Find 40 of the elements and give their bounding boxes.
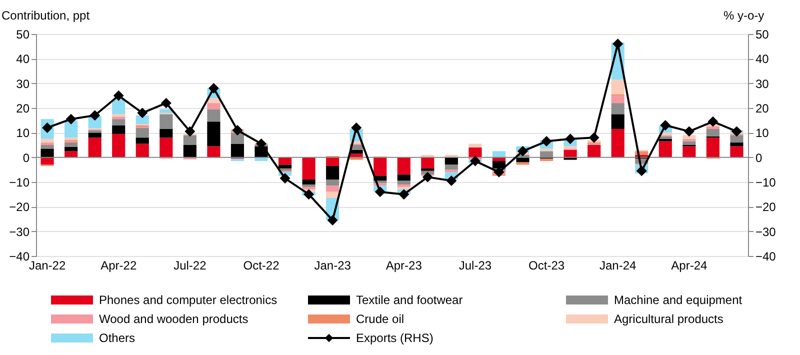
x-tick-label: Jul-22 xyxy=(174,258,207,272)
y2-tick-label: 10 xyxy=(756,126,770,140)
legend-label: Machine and equipment xyxy=(614,293,743,307)
y2-axis-title: % y-o-y xyxy=(724,8,764,22)
y-tick-label: 20 xyxy=(16,102,30,116)
legend-label: Phones and computer electronics xyxy=(99,293,278,307)
y-tick-label: 0 xyxy=(22,150,30,165)
x-tick-label: Oct-23 xyxy=(528,258,565,272)
y-tick-label: 10 xyxy=(16,126,30,140)
x-tick-label: Jul-23 xyxy=(458,258,492,272)
y-tick-label: 40 xyxy=(16,52,30,66)
y2-tick-label: 50 xyxy=(756,28,770,42)
y2-tick-label: −10 xyxy=(756,176,776,190)
legend-label: Wood and wooden products xyxy=(99,312,248,326)
x-tick-label: Jan-23 xyxy=(314,258,352,272)
x-tick-label: Apr-24 xyxy=(671,258,708,272)
legend-label: Crude oil xyxy=(356,312,404,326)
legend-label: Others xyxy=(99,331,136,345)
x-tick-label: Apr-22 xyxy=(100,258,137,272)
y2-tick-label: 0 xyxy=(756,150,762,165)
y-tick-label: −30 xyxy=(9,224,30,239)
y2-tick-label: 20 xyxy=(756,102,770,116)
y-axis-title: Contribution, ppt xyxy=(2,8,90,22)
y2-tick-label: −40 xyxy=(756,250,776,264)
x-tick-label: Oct-22 xyxy=(243,258,280,272)
x-tick-label: Apr-23 xyxy=(386,258,422,272)
y-tick-label: 50 xyxy=(16,28,30,42)
y-tick-label: −10 xyxy=(9,176,30,190)
y2-tick-label: −20 xyxy=(756,200,776,214)
y2-tick-label: −30 xyxy=(756,224,776,239)
y2-tick-label: 30 xyxy=(756,76,770,91)
legend-label: Exports (RHS) xyxy=(356,331,434,345)
y-tick-label: −40 xyxy=(9,250,30,264)
legend-label: Textile and footwear xyxy=(356,293,463,307)
y2-tick-label: 40 xyxy=(756,52,770,66)
x-tick-label: Jan-22 xyxy=(28,258,66,272)
y-tick-label: −20 xyxy=(9,200,30,214)
x-tick-label: Jan-24 xyxy=(599,258,637,272)
y-tick-label: 30 xyxy=(16,76,30,91)
legend-label: Agricultural products xyxy=(614,312,724,326)
